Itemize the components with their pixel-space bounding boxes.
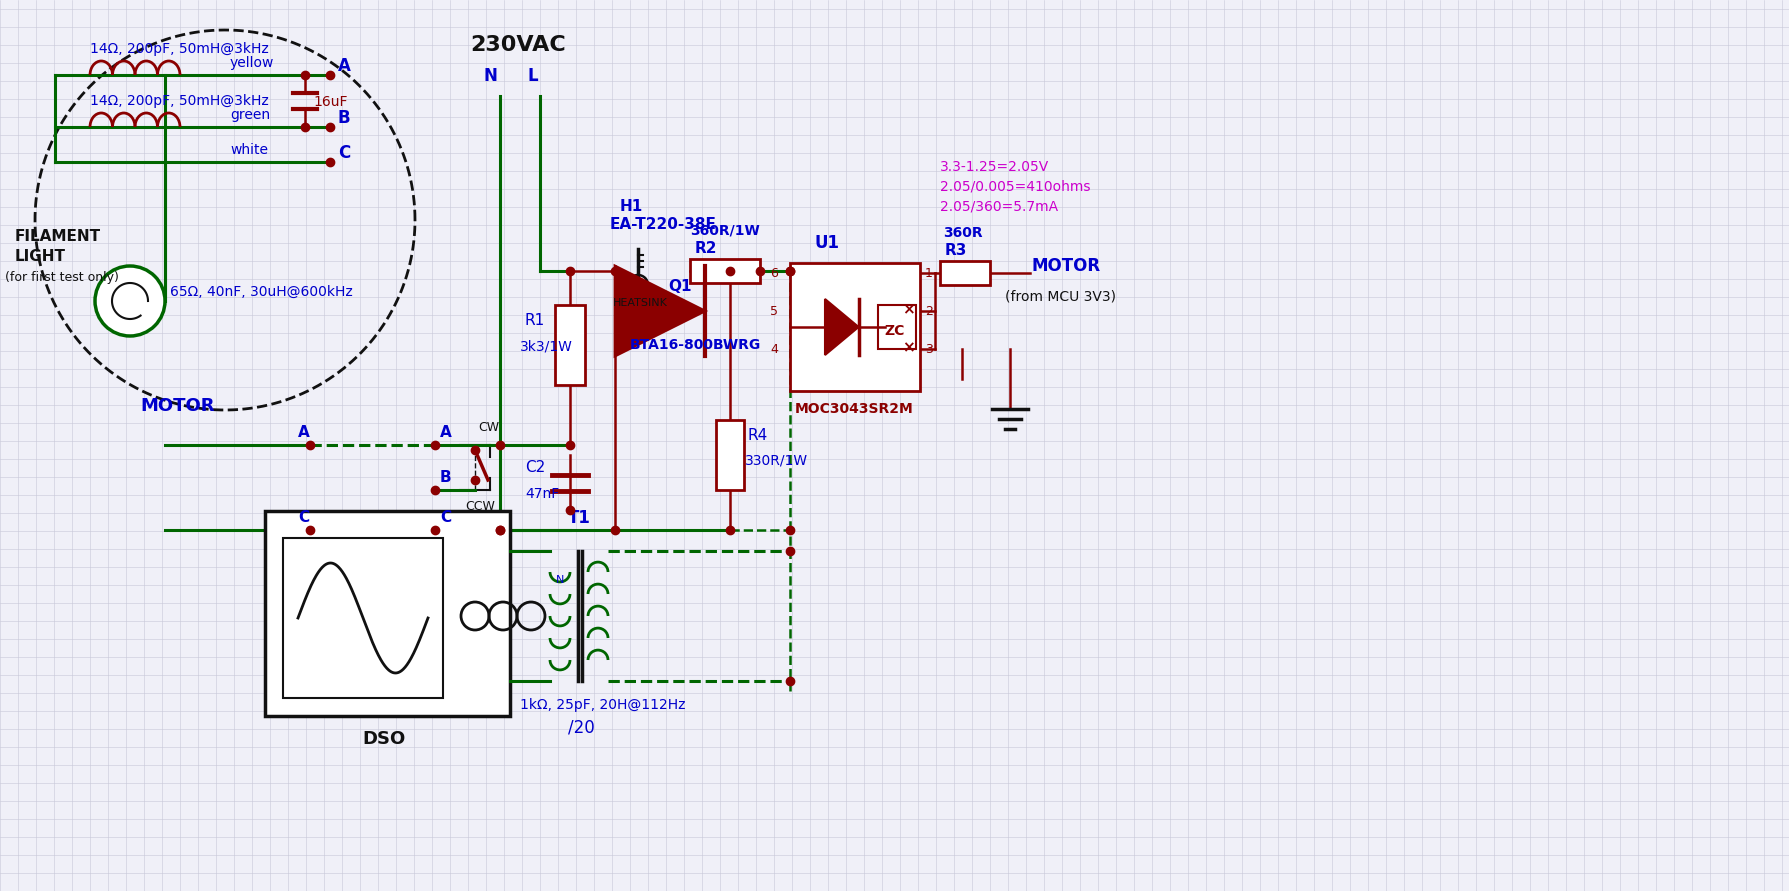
- Text: 2.05/360=5.7mA: 2.05/360=5.7mA: [939, 200, 1057, 214]
- Text: N: N: [483, 67, 497, 85]
- Text: 65Ω, 40nF, 30uH@600kHz: 65Ω, 40nF, 30uH@600kHz: [170, 285, 352, 299]
- Text: B: B: [338, 109, 351, 127]
- Text: /20: /20: [567, 719, 594, 737]
- Text: 3k3/1W: 3k3/1W: [521, 339, 572, 353]
- Text: 16uF: 16uF: [313, 95, 347, 109]
- Text: L: L: [528, 67, 538, 85]
- Text: FILAMENT: FILAMENT: [14, 229, 100, 244]
- Text: R3: R3: [945, 243, 966, 258]
- Text: 2: 2: [925, 305, 932, 318]
- Text: 5: 5: [769, 305, 778, 318]
- Text: 3.3-1.25=2.05V: 3.3-1.25=2.05V: [939, 160, 1048, 174]
- Bar: [789, 263, 920, 391]
- Text: (from MCU 3V3): (from MCU 3V3): [1004, 290, 1115, 304]
- Bar: [555, 305, 585, 385]
- Bar: [939, 261, 989, 285]
- Text: 3: 3: [925, 343, 932, 356]
- Text: R4: R4: [748, 428, 767, 443]
- Text: 1: 1: [925, 267, 932, 280]
- Text: A: A: [440, 425, 451, 440]
- Text: A: A: [297, 425, 309, 440]
- Text: 14Ω, 200pF, 50mH@3kHz: 14Ω, 200pF, 50mH@3kHz: [89, 42, 268, 56]
- Text: white: white: [229, 143, 268, 157]
- Text: C: C: [440, 510, 451, 525]
- Text: B: B: [440, 470, 451, 485]
- Text: HEATSINK: HEATSINK: [612, 298, 667, 308]
- Text: Q1: Q1: [667, 279, 691, 294]
- Text: green: green: [229, 108, 270, 122]
- Text: DSO: DSO: [361, 730, 404, 748]
- Text: R2: R2: [694, 241, 717, 256]
- Text: 330R/1W: 330R/1W: [744, 454, 807, 468]
- Text: MOTOR: MOTOR: [1032, 257, 1100, 275]
- Bar: [689, 259, 760, 283]
- Circle shape: [95, 266, 165, 336]
- Text: CCW: CCW: [465, 500, 494, 513]
- Text: ×: ×: [902, 302, 914, 317]
- Text: CW: CW: [478, 421, 499, 434]
- Text: BTA16-800BWRG: BTA16-800BWRG: [630, 338, 760, 352]
- Text: 47nF: 47nF: [524, 486, 558, 501]
- Text: 2.05/0.005=410ohms: 2.05/0.005=410ohms: [939, 180, 1090, 194]
- Text: 360R/1W: 360R/1W: [689, 224, 759, 238]
- Text: (for first test only): (for first test only): [5, 271, 118, 284]
- Text: MOC3043SR2M: MOC3043SR2M: [794, 402, 912, 416]
- Text: 1kΩ, 25pF, 20H@112Hz: 1kΩ, 25pF, 20H@112Hz: [521, 698, 685, 712]
- Text: N: N: [556, 575, 564, 585]
- Text: 4: 4: [769, 343, 778, 356]
- Bar: [878, 305, 916, 349]
- Bar: [716, 420, 744, 490]
- Text: T1: T1: [567, 509, 590, 527]
- Polygon shape: [615, 266, 705, 356]
- Text: U1: U1: [814, 234, 839, 252]
- Circle shape: [628, 275, 648, 295]
- Text: 230VAC: 230VAC: [471, 35, 565, 55]
- Text: R1: R1: [524, 313, 546, 328]
- Text: A: A: [338, 57, 351, 75]
- Text: 360R: 360R: [943, 226, 982, 240]
- Text: ×: ×: [902, 340, 914, 355]
- Text: H1: H1: [619, 199, 642, 214]
- Text: ZC: ZC: [884, 324, 903, 338]
- Text: MOTOR: MOTOR: [140, 397, 215, 415]
- Text: EA-T220-38E: EA-T220-38E: [610, 217, 716, 232]
- Polygon shape: [825, 299, 859, 355]
- Text: C: C: [297, 510, 309, 525]
- Text: C2: C2: [524, 461, 546, 476]
- Bar: [283, 538, 442, 698]
- Text: yellow: yellow: [229, 56, 274, 70]
- Text: C: C: [338, 144, 351, 162]
- Text: LIGHT: LIGHT: [14, 249, 66, 264]
- Text: 14Ω, 200pF, 50mH@3kHz: 14Ω, 200pF, 50mH@3kHz: [89, 94, 268, 108]
- Bar: [265, 511, 510, 716]
- Text: 6: 6: [769, 267, 778, 280]
